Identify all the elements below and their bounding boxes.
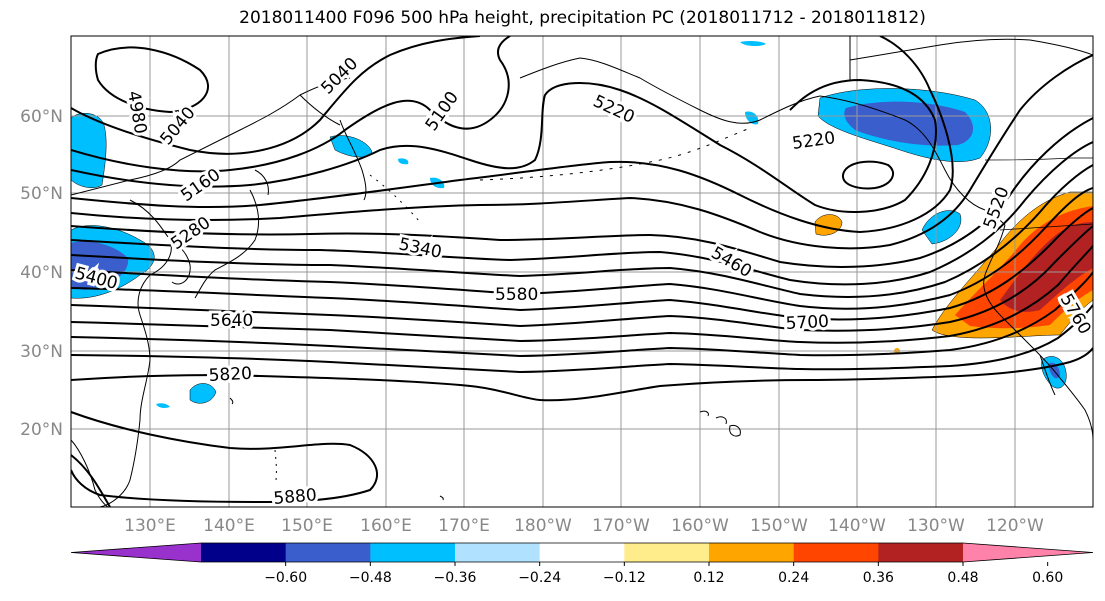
colorbar-extend-low xyxy=(71,543,201,562)
colorbar: −0.60 −0.48 −0.36 −0.24 −0.12 0.12 0.24 0.36 0.4… xyxy=(70,542,1094,586)
lon-label: 160°E xyxy=(360,516,412,536)
colorbar-tick-label: 0.12 xyxy=(693,570,724,586)
lat-label-20n: 20°N xyxy=(20,420,63,440)
colorbar-swatch xyxy=(455,543,541,562)
latitude-labels: 60°N 50°N 40°N 30°N 20°N xyxy=(20,107,63,440)
colorbar-tick-label: 0.24 xyxy=(778,570,809,586)
lon-label: 130°W xyxy=(907,516,965,536)
colorbar-tick-label: 0.36 xyxy=(863,570,894,586)
lon-label: 170°E xyxy=(438,516,490,536)
lat-label-50n: 50°N xyxy=(20,184,63,204)
colorbar-extend-high xyxy=(963,543,1093,562)
lat-label-60n: 60°N xyxy=(20,107,63,127)
contour-label: 5700 xyxy=(785,312,829,334)
colorbar-swatch xyxy=(370,543,456,562)
lon-label: 160°W xyxy=(671,516,729,536)
colorbar-swatch xyxy=(793,543,879,562)
lon-label: 140°W xyxy=(828,516,886,536)
lon-label: 150°E xyxy=(281,516,333,536)
lon-label: 170°W xyxy=(592,516,650,536)
lon-label: 120°W xyxy=(986,516,1044,536)
map-area: 4980 5040 5040 5100 5220 5220 5160 5280 … xyxy=(71,36,1093,509)
map-title: 2018011400 F096 500 hPa height, precipit… xyxy=(239,8,926,28)
colorbar-swatch xyxy=(539,543,625,562)
lon-label: 150°W xyxy=(750,516,808,536)
colorbar-swatch xyxy=(201,543,287,562)
longitude-labels: 130°E 140°E 150°E 160°E 170°E 180°W 170°… xyxy=(124,516,1044,536)
lat-label-30n: 30°N xyxy=(20,342,63,362)
lat-label-40n: 40°N xyxy=(20,263,63,283)
height-contours xyxy=(71,36,1093,507)
map-frame xyxy=(70,35,1094,508)
colorbar-tick-label: −0.24 xyxy=(518,570,561,586)
contour-label: 4980 xyxy=(123,89,150,135)
colorbar-swatch xyxy=(624,543,710,562)
contour-label: 5880 xyxy=(273,485,318,509)
lon-label: 130°E xyxy=(124,516,176,536)
colorbar-tick-label: −0.48 xyxy=(349,570,392,586)
colorbar-tick-label: −0.60 xyxy=(264,570,307,586)
colorbar-tick-label: −0.36 xyxy=(434,570,477,586)
gridlines xyxy=(71,36,1093,507)
colorbar-tick-label: 0.48 xyxy=(947,570,978,586)
colorbar-swatch xyxy=(878,543,964,562)
colorbar-outline xyxy=(70,542,1094,563)
contour-label: 5640 xyxy=(210,311,253,331)
contour-label: 5580 xyxy=(495,285,538,305)
contour-label: 5820 xyxy=(208,364,252,386)
colorbar-tick-label: −0.12 xyxy=(603,570,646,586)
colorbar-tick-label: 0.60 xyxy=(1032,570,1063,586)
lon-label: 180°W xyxy=(514,516,572,536)
lon-label: 140°E xyxy=(203,516,255,536)
colorbar-swatch xyxy=(285,543,371,562)
colorbar-swatch xyxy=(709,543,795,562)
